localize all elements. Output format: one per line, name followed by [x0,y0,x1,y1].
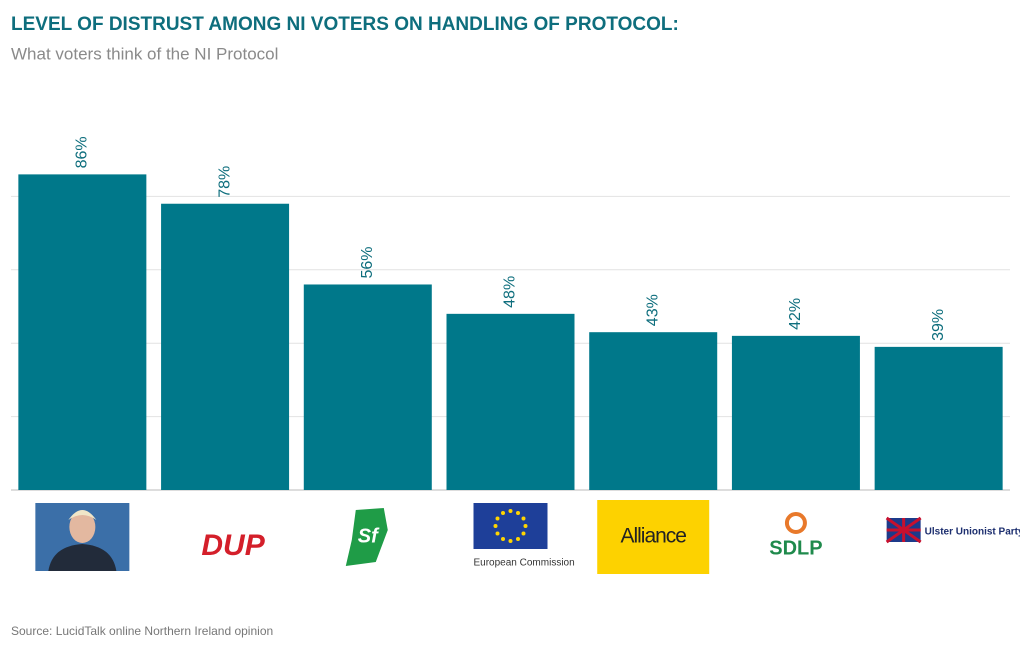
logo-text: SDLP [769,537,822,559]
logo-text: Alliance [620,525,686,548]
chart-subtitle: What voters think of the NI Protocol [11,44,278,63]
value-label: 56% [359,246,376,278]
logo-star [508,509,513,513]
chart-title: LEVEL OF DISTRUST AMONG NI VOTERS ON HAN… [11,14,679,35]
value-label: 39% [930,309,947,341]
logo-shape [345,508,388,566]
logo-star [495,531,500,536]
logo-cross [885,516,922,544]
value-label: 78% [216,166,233,198]
bar [589,332,718,490]
logo-star [516,536,520,541]
logo-text: European Commission [474,558,575,569]
logo-star [516,511,520,516]
bar [18,174,147,490]
source: Source: LucidTalk online Northern Irelan… [11,624,273,638]
logo-text: DUP [201,529,265,562]
logo-ring [784,512,807,534]
logo-star [521,516,526,521]
value-label: 42% [787,298,804,330]
photo-suit [48,544,117,571]
logo-star [493,524,498,528]
logo-text: Ulster Unionist Party [925,527,1020,538]
bar [446,313,575,490]
logo-star [495,516,500,521]
photo-hair [68,510,97,520]
value-label: 43% [644,294,661,326]
logo-star [501,536,505,541]
bar [874,346,1003,490]
photo-face [69,511,96,543]
bar [161,203,290,491]
bar [731,335,860,490]
logo-box [597,500,710,574]
logo-star [508,539,513,543]
logo-text: Sf [358,525,380,547]
value-label: 86% [74,136,91,168]
logo-star [521,531,526,536]
logo-star [501,511,505,516]
logo-star [523,524,528,528]
value-label: 48% [502,276,519,308]
bar [303,284,432,490]
